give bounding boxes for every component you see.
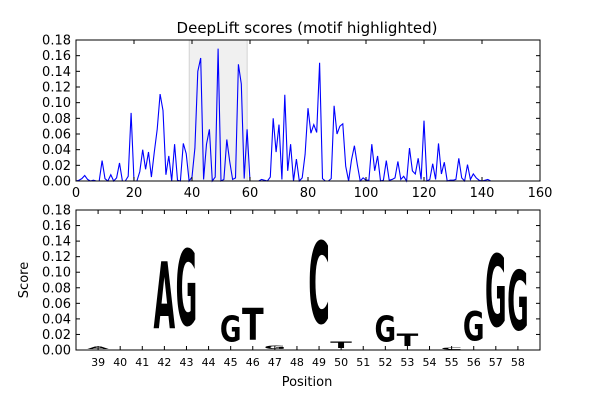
top-x-tick-label: 100 — [354, 186, 379, 201]
logo-x-tick-label: 47 — [268, 356, 282, 369]
score-line-layer — [75, 48, 497, 183]
logo-letter: A — [154, 243, 176, 350]
logo-x-tick-label: 50 — [334, 356, 348, 369]
logo-letter: G — [507, 255, 529, 351]
logo-y-tick-label: 0.10 — [42, 266, 71, 281]
logo-x-tick-label: 57 — [489, 356, 503, 369]
top-y-tick-label: 0.18 — [42, 34, 71, 49]
top-x-tick-label: 60 — [242, 186, 259, 201]
logo-x-tick-label: 40 — [113, 356, 127, 369]
logo-x-tick-label: 41 — [135, 356, 149, 369]
logo-x-tick-label: 56 — [467, 356, 481, 369]
logo-x-tick-label: 58 — [511, 356, 525, 369]
logo-letter: T — [330, 340, 352, 350]
top-x-tick-label: 140 — [470, 186, 495, 201]
logo-y-tick-label: 0.14 — [42, 235, 71, 250]
top-x-tick-label: 0 — [72, 186, 80, 201]
logo-x-tick-label: 46 — [246, 356, 260, 369]
logo-chart: AAGGTGCTGTCGGG 39 40 41 42 43 44 45 46 47 48 49 50 5… — [17, 204, 541, 390]
logo-y-tick-label: 0.18 — [42, 204, 71, 219]
logo-x-tick-label: 51 — [356, 356, 370, 369]
logo-y-tick-label: 0.08 — [42, 281, 71, 296]
top-chart: DeepLift scores (motif highlighted) 0 20 4… — [42, 19, 552, 201]
top-y-tick-label: 0.16 — [42, 49, 71, 64]
top-x-tick-label: 20 — [126, 186, 143, 201]
logo-letters-layer: AAGGTGCTGTCGGG — [87, 220, 528, 350]
logo-x-tick-label: 43 — [179, 356, 193, 369]
top-y-tick-label: 0.08 — [42, 112, 71, 127]
top-axes: 0 20 40 60 80 100 120 140 160 0.000.020.040.060.0… — [42, 34, 552, 202]
top-y-tick-label: 0.14 — [42, 65, 71, 80]
logo-x-tick-label: 55 — [445, 356, 459, 369]
top-y-tick-label: 0.00 — [42, 175, 71, 190]
logo-x-tick-label: 53 — [400, 356, 414, 369]
logo-plot-frame — [75, 209, 541, 351]
logo-y-tick-label: 0.16 — [42, 219, 71, 234]
logo-x-tick-label: 42 — [157, 356, 171, 369]
logo-x-tick-label: 49 — [312, 356, 326, 369]
logo-x-tick-label: 52 — [378, 356, 392, 369]
top-y-tick-label: 0.12 — [42, 81, 71, 96]
logo-x-tick-label: 39 — [91, 356, 105, 369]
top-x-tick-label: 120 — [412, 186, 437, 201]
logo-letter: G — [176, 228, 198, 350]
logo-letter: G — [220, 310, 242, 351]
logo-letter: C — [308, 220, 330, 350]
top-y-tick-label: 0.04 — [42, 143, 71, 158]
top-x-tick-label: 40 — [184, 186, 201, 201]
logo-letter: G — [463, 304, 485, 350]
top-y-tick-label: 0.10 — [42, 96, 71, 111]
top-chart-title: DeepLift scores (motif highlighted) — [177, 19, 438, 37]
top-y-tick-label: 0.06 — [42, 128, 71, 143]
top-x-tick-label: 160 — [528, 186, 553, 201]
logo-y-axis-label: Score — [17, 262, 32, 298]
logo-letter: G — [375, 310, 397, 351]
logo-x-axis-label: Position — [282, 375, 333, 390]
logo-x-tick-label: 45 — [224, 356, 238, 369]
score-series-line — [75, 48, 497, 183]
top-x-tick-label: 80 — [300, 186, 317, 201]
logo-y-tick-label: 0.12 — [42, 250, 71, 265]
logo-x-tick-label: 48 — [290, 356, 304, 369]
logo-y-tick-label: 0.04 — [42, 312, 71, 327]
logo-letter: T — [397, 330, 420, 350]
top-y-tick-label: 0.02 — [42, 159, 71, 174]
logo-letter: T — [242, 300, 264, 350]
logo-y-tick-label: 0.06 — [42, 297, 71, 312]
logo-axes: 39 40 41 42 43 44 45 46 47 48 49 50 51 52 53 54 55 56 57 58… — [42, 204, 541, 369]
logo-x-tick-label: 54 — [423, 356, 437, 369]
logo-letter: G — [485, 236, 507, 351]
logo-y-tick-label: 0.00 — [42, 344, 71, 359]
logo-x-tick-label: 44 — [202, 356, 216, 369]
logo-y-tick-label: 0.02 — [42, 328, 71, 343]
